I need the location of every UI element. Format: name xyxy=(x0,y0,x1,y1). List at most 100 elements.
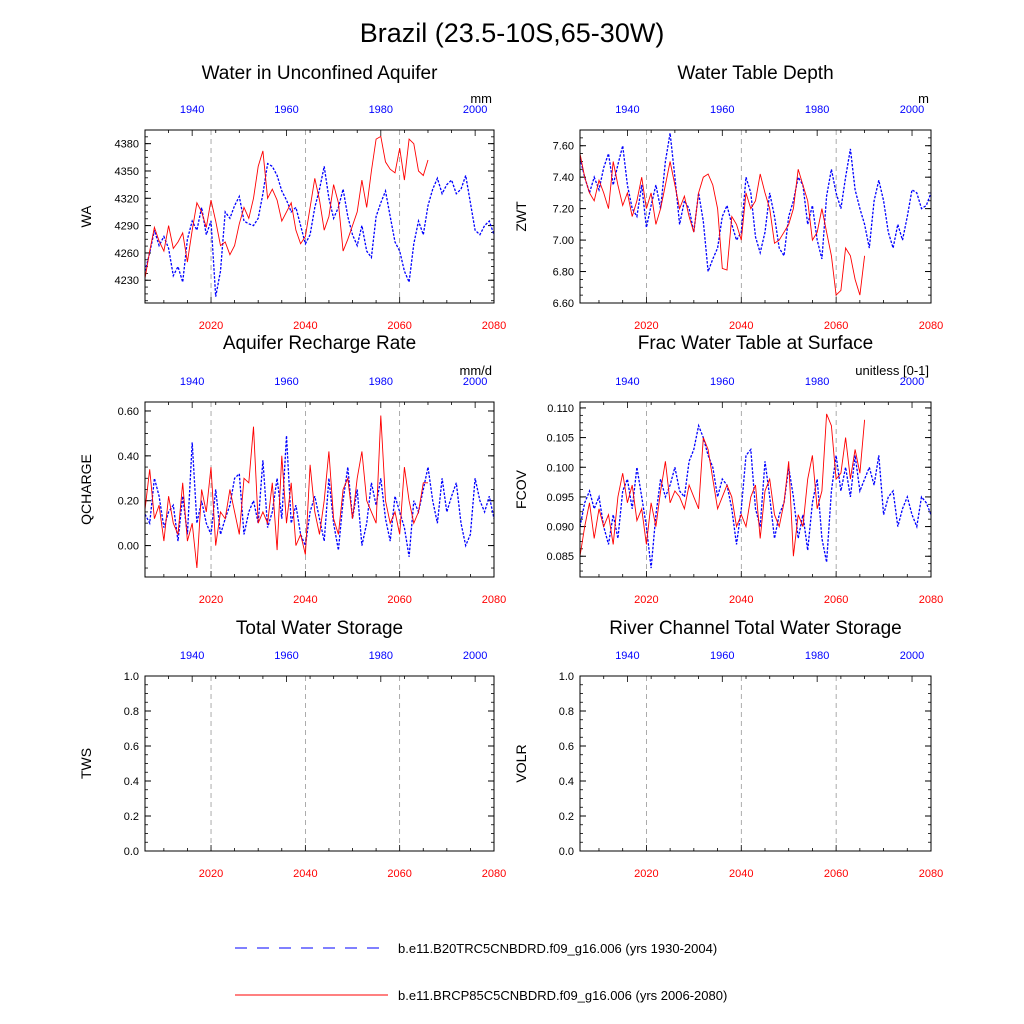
x-tick-label-bottom: 2080 xyxy=(919,320,943,332)
panel-2: Water Table Depth m ZWT 6.60 6.80 7.00 7.20 7.4… xyxy=(513,63,943,332)
x-tick-label-top: 1960 xyxy=(710,104,734,116)
x-tick-label-top: 1960 xyxy=(710,376,734,388)
x-tick-label-top: 1940 xyxy=(615,650,639,662)
y-tick-label: 4230 xyxy=(115,275,139,287)
x-tick-label-top: 1960 xyxy=(274,376,298,388)
y-tick-label: 0.60 xyxy=(118,406,139,418)
x-tick-label-bottom: 2020 xyxy=(199,868,223,880)
y-axis-label: FCOV xyxy=(513,469,529,509)
x-tick-label-bottom: 2020 xyxy=(634,320,658,332)
units-label: mm xyxy=(470,91,492,106)
x-tick-label-top: 1980 xyxy=(805,104,829,116)
x-tick-label-top: 2000 xyxy=(463,376,487,388)
x-tick-label-bottom: 2040 xyxy=(293,594,317,606)
x-tick-label-bottom: 2020 xyxy=(199,594,223,606)
y-axis-label: WA xyxy=(78,205,94,228)
panel-title: Aquifer Recharge Rate xyxy=(223,333,416,354)
plot-frame xyxy=(579,675,932,852)
y-tick-label: 7.00 xyxy=(553,235,574,247)
panel-1: Water in Unconfined Aquifer mm WA 4230 4260 4… xyxy=(78,63,506,332)
y-axis-label: QCHARGE xyxy=(78,454,94,525)
x-tick-label-top: 2000 xyxy=(900,104,924,116)
y-tick-label: 0.090 xyxy=(546,522,574,534)
x-tick-label-top: 2000 xyxy=(900,376,924,388)
panel-title: Water in Unconfined Aquifer xyxy=(202,63,439,84)
y-axis-label: VOLR xyxy=(513,744,529,782)
x-tick-label-bottom: 2080 xyxy=(919,868,943,880)
y-tick-label: 0.6 xyxy=(124,741,139,753)
panels: Water in Unconfined Aquifer mm WA 4230 4260 4… xyxy=(78,63,943,880)
series-line-future xyxy=(580,413,866,557)
panel-3: Aquifer Recharge Rate mm/d QCHARGE 0.00 0.20… xyxy=(78,333,506,606)
y-tick-label: 0.105 xyxy=(546,433,574,445)
x-tick-label-bottom: 2020 xyxy=(634,594,658,606)
x-tick-label-top: 2000 xyxy=(463,104,487,116)
y-tick-label: 1.0 xyxy=(559,671,574,683)
y-tick-label: 0.8 xyxy=(124,706,139,718)
y-tick-label: 7.40 xyxy=(553,172,574,184)
y-tick-label: 4260 xyxy=(115,248,139,260)
y-tick-label: 0.00 xyxy=(118,541,139,553)
x-tick-label-top: 1960 xyxy=(710,650,734,662)
y-tick-label: 7.20 xyxy=(553,204,574,216)
x-tick-label-top: 1980 xyxy=(805,376,829,388)
x-tick-label-bottom: 2060 xyxy=(387,868,411,880)
x-tick-label-bottom: 2040 xyxy=(293,320,317,332)
y-tick-label: 7.60 xyxy=(553,141,574,153)
y-axis-label: ZWT xyxy=(513,201,529,232)
series-line-future xyxy=(580,153,866,297)
panel-6: River Channel Total Water Storage VOLR 0.0… xyxy=(513,618,943,880)
y-tick-label: 4350 xyxy=(115,166,139,178)
x-tick-label-bottom: 2040 xyxy=(293,868,317,880)
x-tick-label-bottom: 2020 xyxy=(199,320,223,332)
x-tick-label-bottom: 2080 xyxy=(482,320,506,332)
y-tick-label: 4290 xyxy=(115,221,139,233)
y-tick-label: 0.4 xyxy=(124,776,139,788)
legend-label-future: b.e11.BRCP85C5CNBDRD.f09_g16.006 (yrs 20… xyxy=(398,988,727,1003)
series-line-historical xyxy=(580,423,931,569)
series-line-historical xyxy=(145,435,494,557)
y-tick-label: 0.20 xyxy=(118,496,139,508)
y-tick-label: 0.40 xyxy=(118,451,139,463)
x-tick-label-top: 1940 xyxy=(615,376,639,388)
x-tick-label-bottom: 2060 xyxy=(824,868,848,880)
figure-title: Brazil (23.5-10S,65-30W) xyxy=(360,18,665,48)
panel-title: Total Water Storage xyxy=(236,618,403,639)
x-tick-label-bottom: 2040 xyxy=(729,868,753,880)
y-tick-label: 0.110 xyxy=(547,403,574,415)
x-tick-label-bottom: 2040 xyxy=(729,320,753,332)
panel-4: Frac Water Table at Surface unitless [0-1… xyxy=(513,333,943,606)
x-tick-label-top: 1960 xyxy=(274,104,298,116)
panel-title: River Channel Total Water Storage xyxy=(609,618,902,639)
x-tick-label-top: 1940 xyxy=(180,376,204,388)
series-line-historical xyxy=(145,162,494,297)
x-tick-label-bottom: 2060 xyxy=(387,594,411,606)
x-tick-label-top: 1980 xyxy=(369,104,393,116)
legend-label-historical: b.e11.B20TRC5CNBDRD.f09_g16.006 (yrs 193… xyxy=(398,941,717,956)
plot-frame xyxy=(144,401,495,578)
x-tick-label-bottom: 2060 xyxy=(387,320,411,332)
x-tick-label-bottom: 2080 xyxy=(482,868,506,880)
x-tick-label-top: 1940 xyxy=(615,104,639,116)
x-tick-label-bottom: 2060 xyxy=(824,320,848,332)
x-tick-label-top: 1940 xyxy=(180,650,204,662)
y-tick-label: 1.0 xyxy=(124,671,139,683)
x-tick-label-top: 1960 xyxy=(274,650,298,662)
y-axis-label: TWS xyxy=(78,748,94,779)
x-tick-label-bottom: 2080 xyxy=(482,594,506,606)
panel-title: Water Table Depth xyxy=(677,63,833,84)
y-tick-label: 0.2 xyxy=(559,811,574,823)
x-tick-label-top: 1940 xyxy=(180,104,204,116)
y-tick-label: 6.80 xyxy=(553,267,574,279)
y-tick-label: 0.0 xyxy=(124,846,139,858)
x-tick-label-top: 2000 xyxy=(463,650,487,662)
y-tick-label: 0.085 xyxy=(546,551,574,563)
panel-5: Total Water Storage TWS 0.0 0.2 0.4 0.6 0.8 1.0… xyxy=(78,618,506,880)
series-line-future xyxy=(145,415,428,569)
y-tick-label: 0.4 xyxy=(559,776,574,788)
x-tick-label-top: 1980 xyxy=(369,650,393,662)
plot-frame xyxy=(579,129,932,304)
x-tick-label-top: 1980 xyxy=(805,650,829,662)
y-tick-label: 0.2 xyxy=(124,811,139,823)
